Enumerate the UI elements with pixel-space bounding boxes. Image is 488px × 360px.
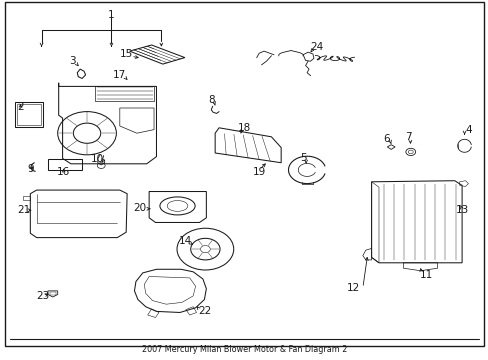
Text: 23: 23 xyxy=(36,291,50,301)
Text: 3: 3 xyxy=(69,56,76,66)
Text: 10: 10 xyxy=(91,154,104,164)
Text: 6: 6 xyxy=(382,134,389,144)
Text: 18: 18 xyxy=(237,123,251,133)
Text: 22: 22 xyxy=(197,306,211,316)
Text: 14: 14 xyxy=(179,236,192,246)
Bar xyxy=(17,104,41,125)
Text: 16: 16 xyxy=(57,167,70,177)
Text: 13: 13 xyxy=(455,204,468,215)
Text: 17: 17 xyxy=(112,70,126,80)
Bar xyxy=(50,292,56,295)
Text: 15: 15 xyxy=(119,49,133,59)
Text: 4: 4 xyxy=(464,125,471,135)
Text: 19: 19 xyxy=(252,167,265,177)
Text: 5: 5 xyxy=(299,153,306,163)
Text: 9: 9 xyxy=(27,164,34,174)
Bar xyxy=(15,102,43,127)
Text: 7: 7 xyxy=(405,132,411,142)
Text: 1: 1 xyxy=(108,10,115,20)
Text: 2: 2 xyxy=(17,102,24,112)
Text: 20: 20 xyxy=(133,203,146,213)
Text: 24: 24 xyxy=(309,42,323,52)
Text: 21: 21 xyxy=(17,205,30,215)
Text: 12: 12 xyxy=(346,283,359,293)
Text: 8: 8 xyxy=(207,95,214,105)
Text: 11: 11 xyxy=(419,270,432,280)
Bar xyxy=(48,159,82,170)
Text: 2007 Mercury Milan Blower Motor & Fan Diagram 2: 2007 Mercury Milan Blower Motor & Fan Di… xyxy=(142,345,346,354)
